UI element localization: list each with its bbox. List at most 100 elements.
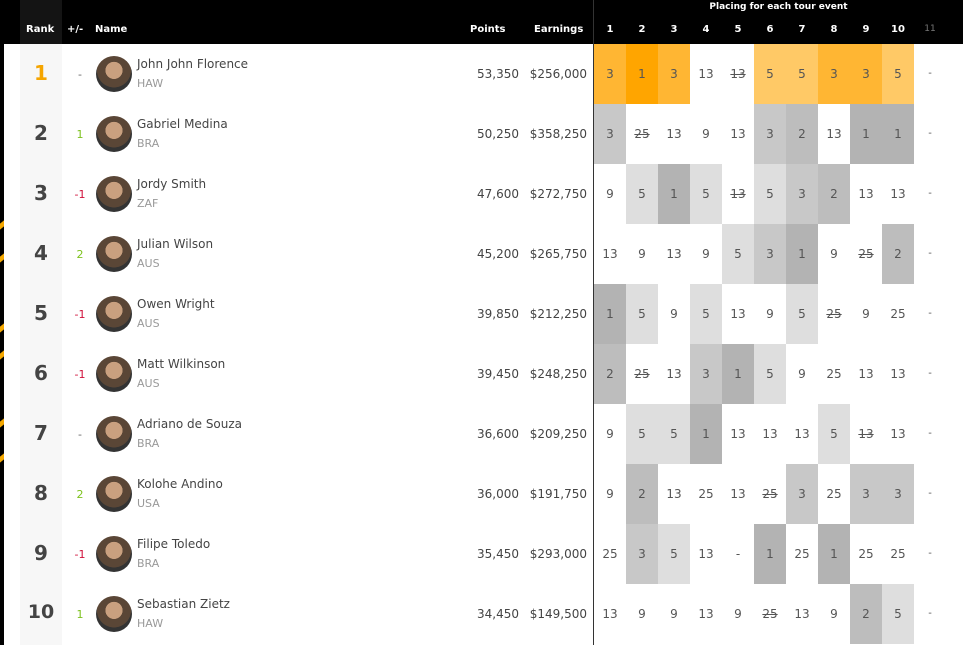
- placing-cell: 13: [730, 427, 746, 441]
- placing-cell: 25: [762, 607, 778, 621]
- table-row[interactable]: 5 -1 Owen Wright AUS 39,850 $212,250 1 5 9 5…: [0, 284, 963, 344]
- surfer-name[interactable]: Sebastian Zietz: [137, 597, 230, 611]
- placing-cell: 25: [794, 547, 810, 561]
- placing-cell: 2: [594, 344, 626, 404]
- header-points[interactable]: Points: [470, 24, 506, 35]
- surfer-name[interactable]: Matt Wilkinson: [137, 357, 226, 371]
- surfer-name[interactable]: Adriano de Souza: [137, 417, 243, 431]
- earnings: $358,250: [529, 127, 587, 141]
- surfer-nation: AUS: [137, 317, 160, 330]
- header-name[interactable]: Name: [95, 24, 128, 35]
- header-event-5: 5: [734, 24, 742, 35]
- placing-cell: 13: [698, 607, 714, 621]
- rank: 8: [34, 481, 48, 505]
- placing-cell: 9: [670, 607, 678, 621]
- table-row[interactable]: 10 1 Sebastian Zietz HAW 34,450 $149,500…: [0, 584, 963, 644]
- placing-cell: 9: [606, 487, 614, 501]
- placing-cell: 13: [730, 487, 746, 501]
- avatar[interactable]: [96, 536, 132, 572]
- surfer-name[interactable]: John John Florence: [137, 57, 249, 71]
- points: 34,450: [477, 607, 519, 621]
- placing-cell: 2: [786, 104, 818, 164]
- avatar[interactable]: [96, 116, 132, 152]
- placing-cell: -: [928, 188, 932, 199]
- table-row[interactable]: 8 2 Kolohe Andino USA 36,000 $191,750 9 2 1…: [0, 464, 963, 524]
- surfer-name[interactable]: Gabriel Medina: [137, 117, 228, 131]
- header-event-6: 6: [766, 24, 774, 35]
- placing-cell: 13: [602, 607, 618, 621]
- placing-cell: 3: [754, 104, 786, 164]
- placing-cell: 3: [786, 164, 818, 224]
- rank: 7: [34, 421, 48, 445]
- placing-cell: 9: [830, 247, 838, 261]
- avatar[interactable]: [96, 416, 132, 452]
- table-row[interactable]: 1 - John John Florence HAW 53,350 $256,0…: [0, 44, 963, 104]
- surfer-nation: BRA: [137, 437, 160, 450]
- earnings: $212,250: [529, 307, 587, 321]
- placing-cell: 5: [882, 584, 914, 644]
- points: 53,350: [477, 67, 519, 81]
- avatar[interactable]: [96, 356, 132, 392]
- placing-cell: 25: [634, 367, 650, 381]
- avatar[interactable]: [96, 596, 132, 632]
- surfer-name[interactable]: Jordy Smith: [137, 177, 207, 191]
- placing-cell: 25: [602, 547, 618, 561]
- placing-cell: -: [928, 428, 932, 439]
- placing-cell: 25: [826, 307, 842, 321]
- placing-cell: 5: [786, 284, 818, 344]
- placing-cell: 9: [638, 607, 646, 621]
- surfer-name[interactable]: Filipe Toledo: [137, 537, 211, 551]
- surfer-name[interactable]: Julian Wilson: [137, 237, 214, 251]
- surfer-name[interactable]: Owen Wright: [137, 297, 215, 311]
- placing-cell: 25: [762, 487, 778, 501]
- surfer-nation: BRA: [137, 137, 160, 150]
- rank-change: -: [78, 68, 82, 81]
- placing-cell: 5: [754, 164, 786, 224]
- header-event-8: 8: [830, 24, 838, 35]
- placing-cell: 9: [702, 247, 710, 261]
- placing-cell: 13: [730, 67, 746, 81]
- table-row[interactable]: 3 -1 Jordy Smith ZAF 47,600 $272,750 9 5 1 5…: [0, 164, 963, 224]
- placing-cell: -: [928, 368, 932, 379]
- rank-change: 2: [76, 248, 84, 261]
- placing-cell: 13: [858, 367, 874, 381]
- header-change[interactable]: +/-: [67, 24, 84, 35]
- table-row[interactable]: 7 - Adriano de Souza BRA 36,600 $209,250…: [0, 404, 963, 464]
- avatar[interactable]: [96, 236, 132, 272]
- table-row[interactable]: 2 1 Gabriel Medina BRA 50,250 $358,250 3 2…: [0, 104, 963, 164]
- placing-cell: 13: [794, 427, 810, 441]
- header-earnings[interactable]: Earnings: [534, 24, 584, 35]
- surfer-name[interactable]: Kolohe Andino: [137, 477, 223, 491]
- placing-cell: 9: [638, 247, 646, 261]
- placing-cell: 5: [754, 344, 786, 404]
- table-row[interactable]: 4 2 Julian Wilson AUS 45,200 $265,750 13 9…: [0, 224, 963, 284]
- avatar[interactable]: [96, 56, 132, 92]
- header-rank[interactable]: Rank: [26, 24, 55, 35]
- header-event-10: 10: [891, 24, 905, 35]
- placing-cell: 5: [754, 44, 786, 104]
- placing-cell: 5: [722, 224, 754, 284]
- earnings: $256,000: [529, 67, 587, 81]
- avatar[interactable]: [96, 476, 132, 512]
- avatar[interactable]: [96, 296, 132, 332]
- rank: 10: [27, 601, 55, 623]
- table-row[interactable]: 6 -1 Matt Wilkinson AUS 39,450 $248,250 2…: [0, 344, 963, 404]
- avatar[interactable]: [96, 176, 132, 212]
- points: 36,000: [477, 487, 519, 501]
- surfer-nation: BRA: [137, 557, 160, 570]
- placing-cell: 13: [602, 247, 618, 261]
- rank-change: -1: [74, 188, 86, 201]
- rank-change: -1: [74, 548, 86, 561]
- placing-cell: 13: [762, 427, 778, 441]
- table-row[interactable]: 9 -1 Filipe Toledo BRA 35,450 $293,000 25…: [0, 524, 963, 584]
- placing-cell: 25: [858, 547, 874, 561]
- placing-cell: 1: [658, 164, 690, 224]
- rank-change: -1: [74, 308, 86, 321]
- header-event-3: 3: [670, 24, 678, 35]
- placing-cell: 9: [766, 307, 774, 321]
- placing-cell: 13: [890, 367, 906, 381]
- placing-cell: 5: [690, 164, 722, 224]
- rank: 4: [34, 241, 48, 265]
- placing-cell: 1: [786, 224, 818, 284]
- placing-cell: 3: [882, 464, 914, 524]
